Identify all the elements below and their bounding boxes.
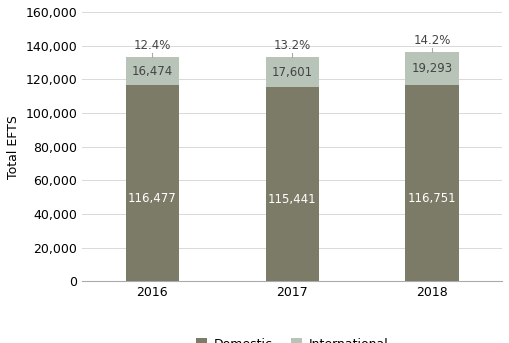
Text: 14.2%: 14.2% (413, 34, 451, 47)
Bar (406, 85, 459, 281)
Y-axis label: Total EFTS: Total EFTS (7, 115, 20, 179)
Text: 116,751: 116,751 (408, 192, 457, 205)
Bar (266, 57, 319, 87)
Text: 115,441: 115,441 (268, 193, 317, 206)
Legend: Domestic, International: Domestic, International (191, 333, 393, 343)
Text: 17,601: 17,601 (272, 66, 313, 79)
Bar (126, 85, 179, 281)
Text: 16,474: 16,474 (132, 65, 173, 78)
Bar (126, 58, 179, 85)
Text: 13.2%: 13.2% (273, 39, 311, 52)
Bar (406, 52, 459, 85)
Text: 19,293: 19,293 (411, 62, 453, 75)
Text: 116,477: 116,477 (128, 192, 177, 205)
Text: 12.4%: 12.4% (133, 39, 171, 52)
Bar (266, 87, 319, 281)
